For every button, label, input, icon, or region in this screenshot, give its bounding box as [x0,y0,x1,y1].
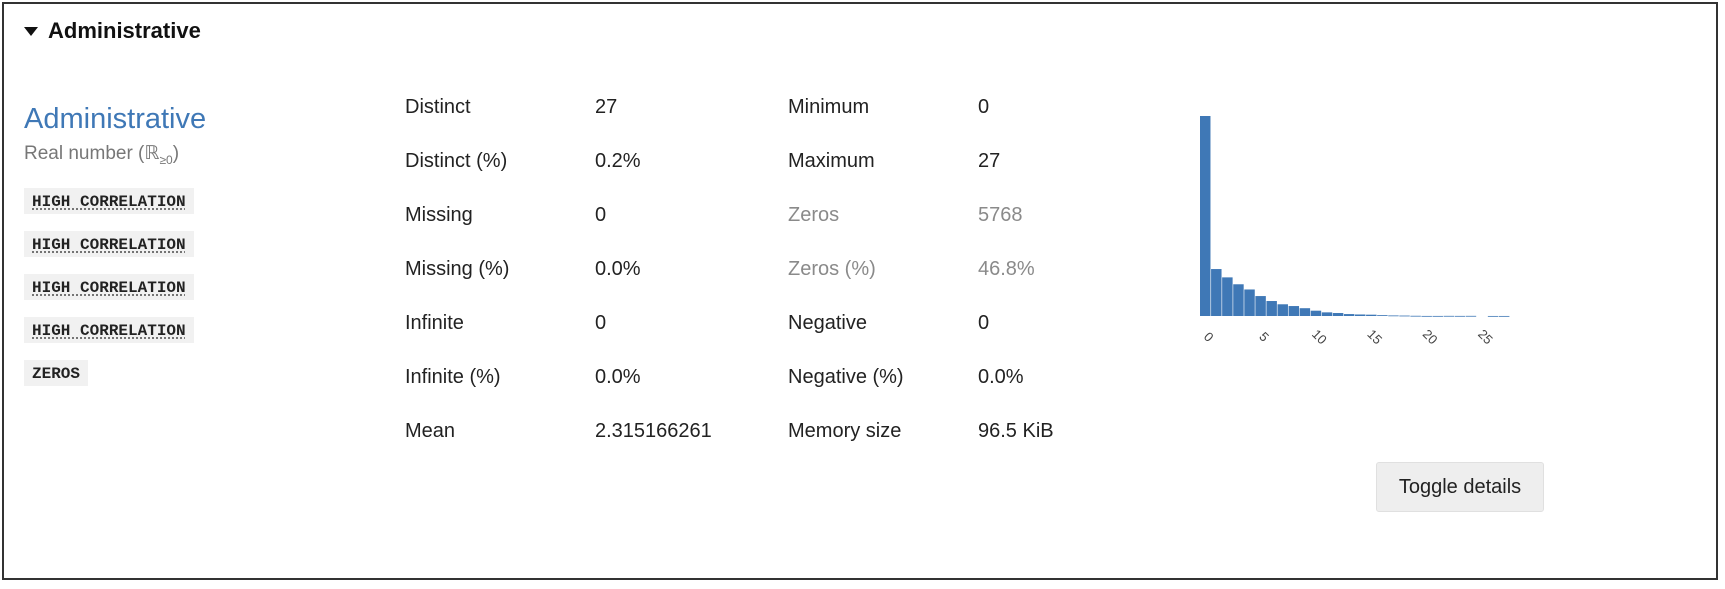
stat-label: Negative (%) [788,366,904,388]
histogram-bar [1366,314,1377,316]
badge-high-correlation[interactable]: HIGH CORRELATION [24,188,194,214]
histogram-bar [1421,315,1432,317]
histogram-bar [1288,306,1300,316]
stat-row: Minimum 0 [788,96,1054,150]
stat-label: Distinct (%) [405,150,508,172]
variable-name: Administrative [24,103,207,135]
badge-zeros: ZEROS [24,360,89,386]
badge-high-correlation[interactable]: HIGH CORRELATION [24,274,194,300]
stat-value: 46.8% [978,258,1035,280]
stat-row: Missing 0 [405,204,712,258]
stat-row: Infinite 0 [405,312,712,366]
stat-row: Distinct 27 [405,96,712,150]
stat-row-zeros-pct: Zeros (%) 46.8% [788,258,1054,312]
histogram-bar [1222,277,1233,316]
histogram-bar [1343,314,1355,316]
stat-value: 0.0% [595,366,641,388]
stat-row: Negative 0 [788,312,1054,366]
stat-value: 0 [978,312,990,334]
stat-row-zeros: Zeros 5768 [788,204,1054,258]
histogram-bar [1266,301,1277,316]
variable-type-prefix: Real number ( [24,143,145,164]
section-title: Administrative [48,18,201,43]
histogram-bar [1255,296,1266,316]
stat-row: Maximum 27 [788,150,1054,204]
stat-label: Zeros (%) [788,258,876,280]
stat-label: Missing (%) [405,258,510,280]
variable-type-symbol: ℝ [144,143,160,164]
stat-label: Maximum [788,150,875,172]
histogram-bar [1321,312,1333,316]
toggle-details-button[interactable]: Toggle details [1376,462,1544,512]
histogram-bar [1443,315,1455,317]
variable-type: Real number (ℝ≥0) [24,142,179,167]
stat-value: 27 [978,150,1001,172]
histogram-bar [1277,304,1288,316]
badge-high-correlation[interactable]: HIGH CORRELATION [24,231,194,257]
variable-type-subscript: ≥0 [159,152,173,167]
stat-value: 96.5 KiB [978,420,1054,442]
stat-row: Distinct (%) 0.2% [405,150,712,204]
histogram-bar [1355,314,1366,316]
histogram-bar [1465,315,1477,317]
stat-value: 0.0% [978,366,1024,388]
stats-table-left: Distinct 27 Distinct (%) 0.2% Missing 0 Mis… [405,96,712,474]
x-tick-label: 0 [1201,329,1217,345]
histogram-bar [1399,315,1410,317]
histogram-bar [1299,308,1311,316]
stat-value: 0 [595,312,607,334]
histogram-bar [1332,313,1344,316]
stat-value: 0.2% [595,150,641,172]
histogram-bar [1432,315,1443,317]
stat-value: 0 [595,204,607,226]
histogram-bar [1310,310,1322,316]
x-tick-label: 20 [1420,326,1441,347]
stat-value: 5768 [978,204,1023,226]
stat-label: Negative [788,312,867,334]
histogram-bar [1498,315,1510,317]
stat-row: Mean 2.315166261 [405,420,712,474]
stat-row: Negative (%) 0.0% [788,366,1054,420]
stat-value: 0 [978,96,990,118]
histogram-bar [1377,315,1388,316]
stat-value: 0.0% [595,258,641,280]
stat-label: Minimum [788,96,870,118]
stat-value: 2.315166261 [595,420,712,442]
stat-label: Memory size [788,420,902,442]
stat-label: Missing [405,204,473,226]
x-tick-label: 5 [1256,329,1272,345]
histogram-bar [1410,315,1421,317]
stat-label: Distinct [405,96,471,118]
section-header-toggle[interactable]: Administrative [24,18,201,44]
stat-label: Zeros [788,204,840,226]
stat-label: Mean [405,420,456,442]
alert-badges: HIGH CORRELATION HIGH CORRELATION HIGH C… [24,188,194,403]
stat-row: Infinite (%) 0.0% [405,366,712,420]
histogram-bar [1454,315,1466,317]
histogram-bar [1388,315,1399,317]
stat-label: Infinite (%) [405,366,501,388]
x-tick-label: 25 [1475,326,1496,347]
histogram-bar [1487,315,1499,317]
variable-type-suffix: ) [172,143,180,164]
histogram-bar [1200,116,1211,316]
stat-value: 27 [595,96,618,118]
stat-row: Memory size 96.5 KiB [788,420,1054,474]
histogram-bar [1233,284,1244,316]
histogram-bar [1244,289,1255,316]
stat-row: Missing (%) 0.0% [405,258,712,312]
histogram-bar [1211,269,1222,316]
x-tick-label: 10 [1309,326,1330,347]
badge-high-correlation[interactable]: HIGH CORRELATION [24,317,194,343]
caret-down-icon [24,26,38,36]
stat-label: Infinite [405,312,464,334]
histogram-chart: 0 5 10 15 20 25 [1200,116,1510,347]
stats-table-right: Minimum 0 Maximum 27 Zeros 5768 Zeros (%) 46… [788,96,1054,474]
x-tick-label: 15 [1364,326,1385,347]
